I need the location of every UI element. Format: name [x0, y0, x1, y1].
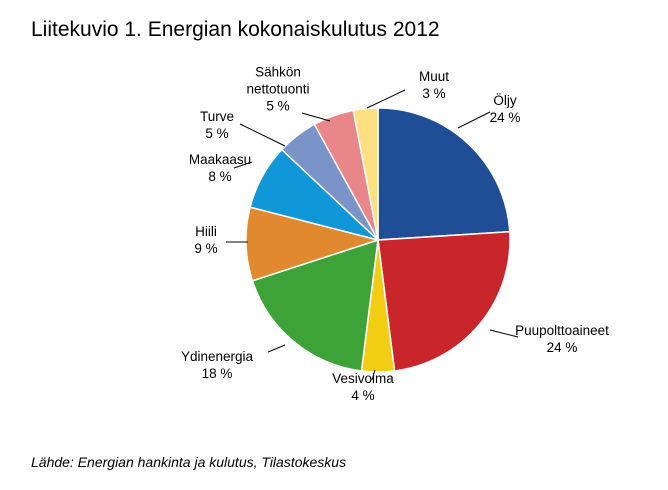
- data-label-sahkon-nettotuonti: 5 %: [266, 99, 289, 114]
- leader-line-maakaasu: [233, 161, 253, 169]
- data-label-oljy: 24 %: [490, 110, 521, 125]
- slice-label-maakaasu: Maakaasu: [189, 152, 251, 167]
- leader-line-oljy: [457, 111, 491, 129]
- leader-line-muut: [366, 89, 406, 109]
- leader-line-puupolttoaineet: [489, 329, 519, 338]
- pie-slice-oljy: [377, 107, 511, 241]
- slice-label-ydinenergia: Ydinenergia: [181, 349, 254, 364]
- data-label-maakaasu: 8 %: [208, 169, 231, 184]
- pie-slice-puupolttoaineet: [377, 230, 511, 372]
- slice-label-vesivoima: Vesivoima: [332, 371, 394, 386]
- data-label-puupolttoaineet: 24 %: [547, 340, 578, 355]
- slice-label-turve: Turve: [200, 109, 234, 124]
- leader-line-ydinenergia: [267, 344, 286, 353]
- data-label-ydinenergia: 18 %: [202, 366, 233, 381]
- source-note: Lähde: Energian hankinta ja kulutus, Til…: [31, 454, 347, 470]
- slice-label-hiili: Hiili: [195, 224, 217, 239]
- chart-title: Liitekuvio 1. Energian kokonaiskulutus 2…: [31, 18, 440, 41]
- slice-label-sahkon-nettotuonti: nettotuonti: [246, 82, 309, 97]
- slice-label-puupolttoaineet: Puupolttoaineet: [515, 323, 609, 338]
- data-label-turve: 5 %: [205, 126, 228, 141]
- slice-label-oljy: Öljy: [493, 93, 516, 108]
- leader-line-sahkon-nettotuonti: [301, 112, 331, 122]
- pie-slice-muut: [352, 107, 379, 241]
- data-label-muut: 3 %: [422, 86, 445, 101]
- data-label-vesivoima: 4 %: [351, 388, 374, 403]
- slice-label-muut: Muut: [419, 69, 449, 84]
- leader-line-vesivoima: [371, 369, 376, 381]
- slice-label-sahkon-nettotuonti: Sähkön: [255, 65, 301, 80]
- leader-line-turve: [239, 123, 286, 147]
- pie-slice-ydinenergia: [251, 238, 379, 372]
- data-label-hiili: 9 %: [194, 241, 217, 256]
